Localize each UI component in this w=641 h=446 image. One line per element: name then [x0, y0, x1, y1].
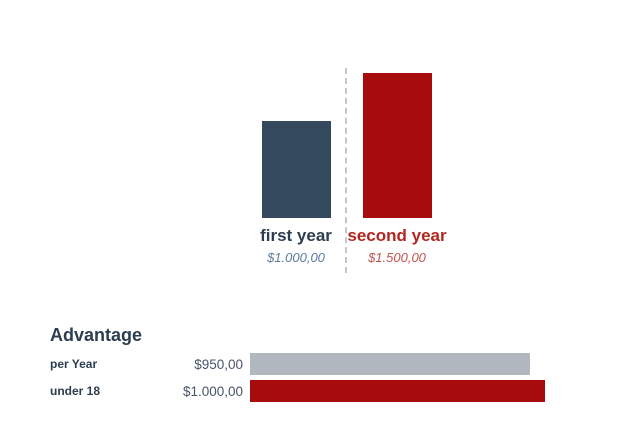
advantage-row-under-18: under 18 $1.000,00 — [50, 380, 545, 402]
first-year-bar — [261, 121, 331, 218]
second-year-bar-area — [341, 73, 453, 218]
advantage-row-per-year: per Year $950,00 — [50, 353, 545, 375]
second-year-value: $1.500,00 — [368, 250, 426, 265]
second-year-bar — [362, 73, 432, 218]
per-year-value: $950,00 — [194, 356, 243, 372]
under-18-label: under 18 — [50, 384, 101, 398]
column-first-year: first year $1.000,00 — [240, 73, 352, 266]
under-18-bar-track — [250, 380, 545, 402]
first-year-bar-area — [240, 73, 352, 218]
under-18-value: $1.000,00 — [182, 383, 243, 399]
per-year-bar-track — [250, 353, 545, 375]
column-second-year: second year $1.500,00 — [341, 73, 453, 266]
second-year-label: second year — [347, 226, 447, 245]
first-year-value: $1.000,00 — [267, 250, 325, 265]
advantage-section-title: Advantage — [50, 325, 143, 345]
first-year-label: first year — [260, 226, 332, 245]
per-year-bar — [250, 353, 531, 375]
per-year-label: per Year — [50, 357, 98, 371]
dashed-divider-line — [345, 68, 347, 273]
under-18-bar — [250, 380, 545, 402]
